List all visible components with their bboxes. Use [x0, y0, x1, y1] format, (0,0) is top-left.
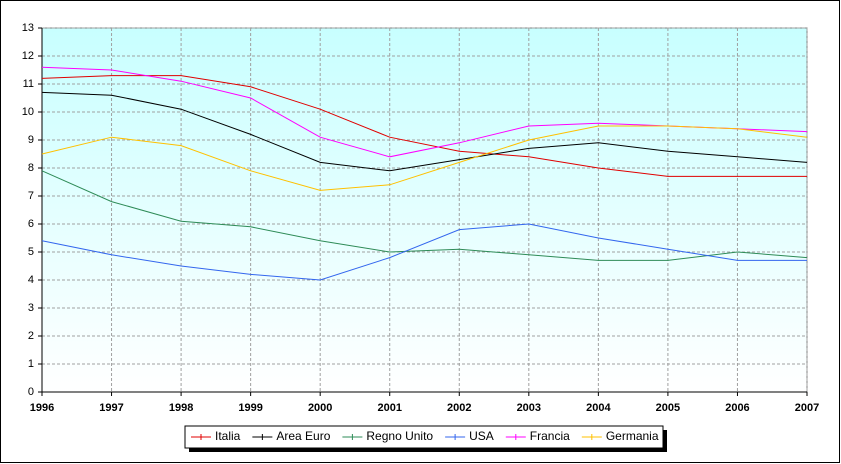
lines [41, 66, 808, 281]
legend-label: Germania [606, 429, 659, 443]
y-tick-label: 0 [28, 386, 34, 398]
series-line [41, 170, 808, 261]
legend-label: Francia [530, 429, 570, 443]
x-tick-label: 2003 [517, 402, 541, 414]
y-tick-label: 7 [28, 190, 34, 202]
y-tick-label: 8 [28, 162, 34, 174]
y-tick-label: 4 [28, 274, 34, 286]
x-tick-label: 1999 [238, 402, 262, 414]
y-tick-label: 11 [23, 78, 34, 90]
x-tick-label: 2006 [725, 402, 749, 414]
legend-label: USA [469, 429, 494, 443]
x-tick-label: 2001 [377, 402, 401, 414]
x-tick-label: 2007 [795, 402, 819, 414]
y-tick-label: 3 [28, 302, 34, 314]
series-line [41, 75, 807, 177]
x-tick-label: 2002 [447, 402, 471, 414]
series-line [41, 125, 808, 191]
x-tick-label: 1997 [99, 402, 123, 414]
series-line [41, 91, 808, 172]
legend-label: Regno Unito [366, 429, 433, 443]
y-tick-label: 2 [28, 330, 34, 342]
legend-label: Area Euro [276, 429, 330, 443]
x-tick-label: 1998 [169, 402, 193, 414]
x-tick-label: 2004 [586, 402, 611, 414]
y-tick-label: 12 [22, 50, 34, 62]
grid [38, 27, 808, 396]
x-tick-label: 2000 [308, 402, 332, 414]
legend-box [184, 425, 664, 449]
y-tick-label: 9 [28, 134, 34, 146]
y-tick-label: 6 [28, 218, 34, 230]
y-tick-label: 13 [22, 22, 34, 34]
x-tick-label: 2005 [656, 402, 680, 414]
legend-label: Italia [215, 429, 241, 443]
series-line [41, 223, 807, 281]
y-tick-label: 10 [22, 106, 34, 118]
x-tick-label: 1996 [30, 402, 54, 414]
plot-area [41, 27, 808, 393]
y-tick-label: 5 [28, 246, 34, 258]
legend: Italia Area Euro Regno Unito USA Francia Germ… [191, 429, 659, 443]
y-tick-label: 1 [28, 358, 34, 370]
